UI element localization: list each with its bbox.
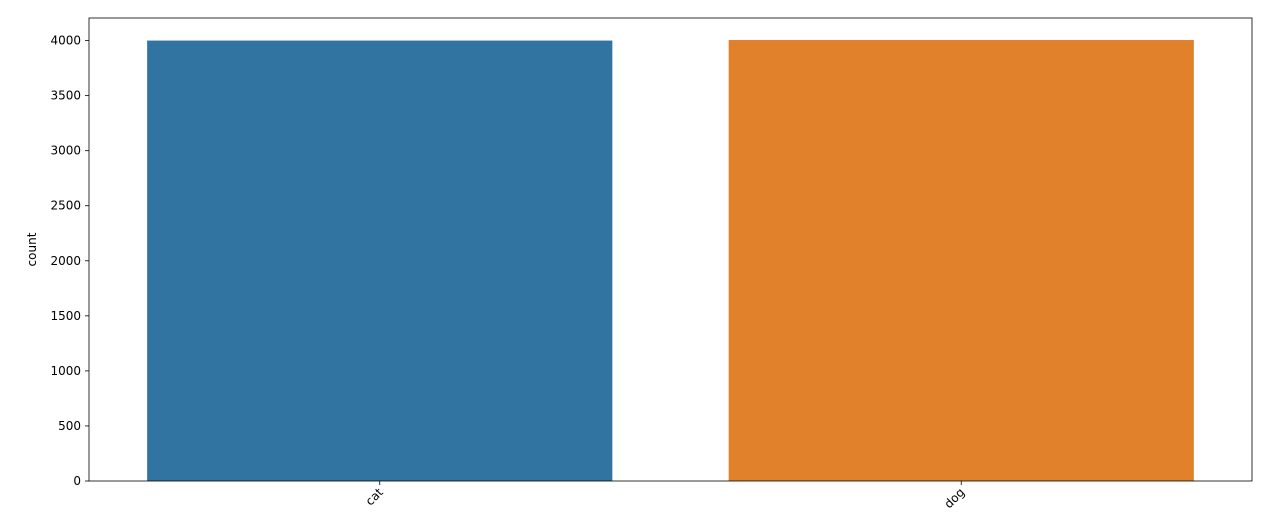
x-axis-ticks: cat dog <box>363 481 968 511</box>
y-tick-label: 3500 <box>50 89 81 103</box>
y-tick-label: 3000 <box>50 144 81 158</box>
y-tick-label: 500 <box>58 419 81 433</box>
bars-layer <box>147 40 1194 482</box>
x-tick-label-dog: dog <box>942 485 968 511</box>
y-tick-label: 2000 <box>50 254 81 268</box>
y-tick-label: 1000 <box>50 364 81 378</box>
y-tick-label: 1500 <box>50 309 81 323</box>
y-tick-label: 0 <box>73 474 81 488</box>
y-tick-label: 4000 <box>50 34 81 48</box>
bar-cat <box>147 40 613 481</box>
y-axis-label: count <box>25 232 39 266</box>
x-tick-label-cat: cat <box>363 485 386 508</box>
y-axis-ticks: 0 500 1000 1500 2000 2500 3000 3500 4000 <box>50 34 89 488</box>
y-tick-label: 2500 <box>50 199 81 213</box>
plot-frame <box>88 17 1253 482</box>
bar-dog <box>728 40 1194 482</box>
